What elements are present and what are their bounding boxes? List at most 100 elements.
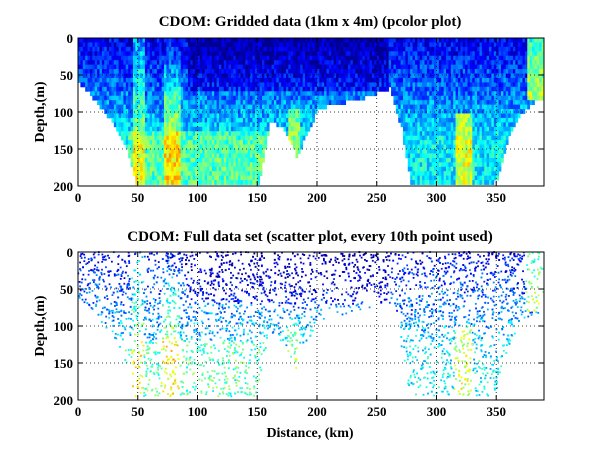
heatmap-cell — [109, 42, 112, 48]
heatmap-cell — [472, 113, 476, 119]
heatmap-cell — [207, 162, 210, 168]
heatmap-cell — [132, 166, 136, 172]
heatmap-cell — [85, 73, 88, 79]
heatmap-cell — [211, 109, 215, 114]
heatmap-cell — [364, 82, 368, 88]
heatmap-cell — [381, 42, 385, 48]
heatmap-cell — [121, 100, 124, 105]
heatmap-cell — [522, 64, 526, 70]
heatmap-cell — [431, 55, 435, 61]
heatmap-cell — [316, 77, 320, 83]
gridded-axes-frame — [77, 37, 545, 187]
heatmap-cell — [262, 131, 265, 137]
heatmap-cell — [388, 82, 392, 88]
heatmap-cell — [221, 51, 225, 57]
heatmap-cell — [393, 86, 397, 92]
heatmap-cell — [230, 131, 234, 137]
heatmap-cell — [240, 55, 244, 61]
heatmap-cell — [515, 104, 519, 110]
heatmap-cell — [187, 64, 191, 70]
heatmap-cell — [218, 55, 222, 61]
heatmap-cell — [85, 38, 88, 43]
heatmap-cell — [307, 60, 311, 66]
heatmap-cell — [434, 180, 437, 185]
heatmap-cell — [254, 180, 258, 185]
heatmap-cell — [211, 73, 215, 79]
heatmap-cell — [82, 69, 86, 74]
heatmap-cell — [264, 77, 268, 83]
heatmap-cell — [185, 180, 189, 185]
heatmap-cell — [144, 69, 148, 74]
heatmap-cell — [405, 55, 409, 61]
heatmap-cell — [168, 166, 172, 172]
heatmap-cell — [204, 95, 208, 101]
heatmap-cell — [510, 42, 514, 48]
heatmap-cell — [161, 153, 165, 159]
heatmap-cell — [238, 126, 241, 132]
heatmap-cell — [221, 157, 225, 163]
heatmap-cell — [228, 144, 232, 150]
heatmap-cell — [142, 135, 146, 141]
heatmap-cell — [142, 171, 146, 177]
heatmap-cell — [183, 153, 186, 159]
heatmap-cell — [104, 95, 108, 101]
heatmap-cell — [190, 180, 194, 185]
heatmap-cell — [285, 122, 289, 128]
heatmap-cell — [278, 73, 282, 79]
heatmap-cell — [161, 60, 165, 66]
heatmap-cell — [500, 104, 504, 110]
heatmap-cell — [183, 42, 186, 48]
heatmap-cell — [524, 95, 528, 101]
heatmap-cell — [407, 100, 411, 105]
heatmap-cell — [321, 42, 325, 48]
heatmap-cell — [156, 42, 160, 48]
heatmap-cell — [338, 73, 342, 79]
heatmap-cell — [238, 77, 241, 83]
heatmap-cell — [152, 46, 155, 52]
heatmap-cell — [250, 73, 253, 79]
heatmap-cell — [266, 122, 270, 128]
heatmap-cell — [130, 64, 134, 70]
heatmap-cell — [472, 38, 476, 43]
heatmap-cell — [168, 104, 172, 110]
heatmap-cell — [252, 144, 256, 150]
heatmap-cell — [202, 38, 206, 43]
heatmap-cell — [235, 38, 239, 43]
heatmap-cell — [211, 153, 215, 159]
heatmap-cell — [104, 86, 108, 92]
heatmap-cell — [441, 135, 445, 141]
heatmap-cell — [204, 166, 208, 172]
heatmap-cell — [436, 60, 440, 66]
heatmap-cell — [429, 86, 433, 92]
heatmap-cell — [429, 38, 433, 43]
heatmap-cell — [300, 60, 304, 66]
heatmap-cell — [496, 171, 499, 177]
heatmap-cell — [472, 153, 476, 159]
heatmap-cell — [257, 64, 261, 70]
heatmap-cell — [386, 77, 390, 83]
heatmap-cell — [426, 149, 430, 154]
heatmap-cell — [204, 77, 208, 83]
heatmap-cell — [465, 144, 468, 150]
heatmap-cell — [536, 95, 540, 101]
heatmap-cell — [443, 175, 447, 181]
heatmap-cell — [269, 46, 272, 52]
heatmap-cell — [410, 122, 413, 128]
heatmap-cell — [293, 91, 296, 97]
heatmap-cell — [278, 64, 282, 70]
heatmap-cell — [446, 64, 449, 70]
heatmap-cell — [247, 144, 251, 150]
heatmap-cell — [309, 117, 313, 123]
heatmap-cell — [173, 117, 177, 123]
heatmap-cell — [455, 55, 459, 61]
heatmap-cell — [419, 149, 423, 154]
heatmap-cell — [467, 117, 471, 123]
heatmap-cell — [453, 104, 456, 110]
heatmap-cell — [159, 180, 163, 185]
heatmap-cell — [288, 82, 292, 88]
scatter-point — [90, 306, 93, 309]
heatmap-cell — [235, 60, 239, 66]
heatmap-cell — [429, 135, 433, 141]
heatmap-cell — [218, 73, 222, 79]
heatmap-cell — [278, 117, 282, 123]
